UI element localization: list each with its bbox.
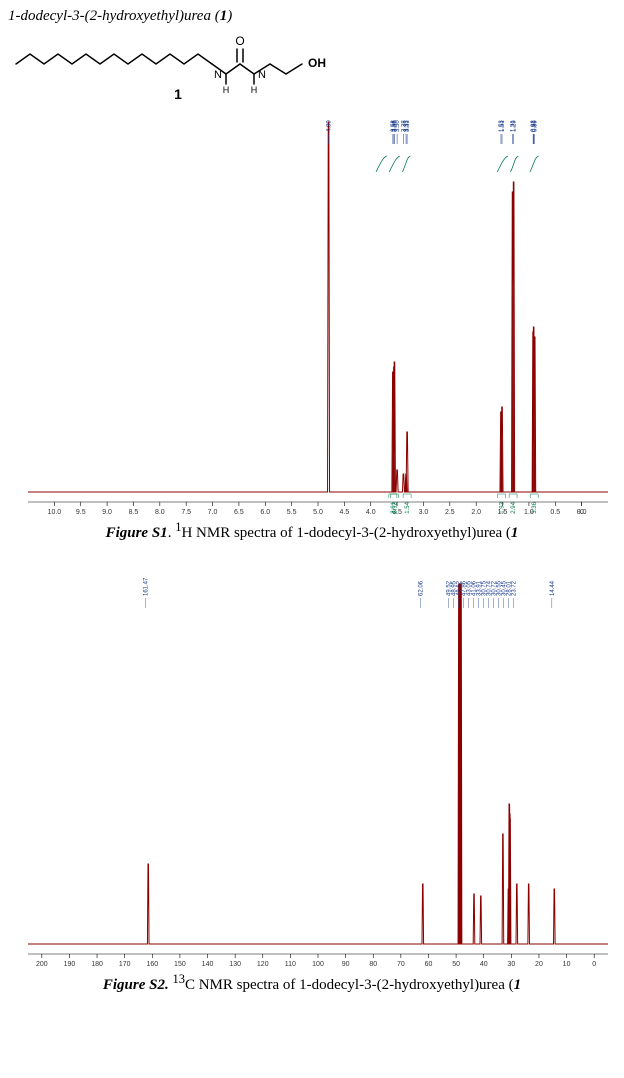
- svg-text:0.89: 0.89: [533, 120, 539, 132]
- structure-svg: O N N H H OH 1: [8, 29, 348, 99]
- svg-text:3.36: 3.36: [532, 501, 538, 513]
- svg-text:4.5: 4.5: [339, 509, 349, 514]
- svg-text:50: 50: [452, 961, 460, 966]
- svg-text:160: 160: [146, 961, 158, 966]
- svg-text:150: 150: [174, 961, 186, 966]
- svg-text:9.5: 9.5: [76, 509, 86, 514]
- fig-s2-svg: 2001901801701601501401301201101009080706…: [8, 556, 616, 966]
- svg-text:1.29: 1.29: [512, 120, 518, 132]
- svg-text:22.94: 22.94: [511, 501, 517, 514]
- fig-s2-caption-super: 13: [172, 972, 185, 986]
- svg-text:10: 10: [563, 961, 571, 966]
- fig-s2-caption-tail: 1: [514, 977, 522, 993]
- svg-text:70: 70: [397, 961, 405, 966]
- svg-text:23.72: 23.72: [512, 580, 518, 596]
- svg-text:9.0: 9.0: [102, 509, 112, 514]
- compound-title: 1-dodecyl-3-(2-hydroxyethyl)urea (1): [8, 8, 616, 25]
- svg-text:30: 30: [507, 961, 515, 966]
- atom-H2: H: [251, 85, 258, 95]
- svg-text:4.0: 4.0: [366, 509, 376, 514]
- fig-s1-svg: 10.0 9.5 9.0 8.5 8.0 7.5 7.0 6.5 6.0 5.5 5.0 4.5 4.0…: [8, 104, 616, 514]
- fig-s1-caption-body: H NMR spectra of 1-dodecyl-3-(2-hydroxye…: [181, 525, 510, 541]
- svg-text:140: 140: [202, 961, 214, 966]
- svg-text:130: 130: [229, 961, 241, 966]
- svg-text:0.5: 0.5: [550, 509, 560, 514]
- svg-text:3.0: 3.0: [419, 509, 429, 514]
- svg-text:7.0: 7.0: [208, 509, 218, 514]
- svg-text:90: 90: [342, 961, 350, 966]
- fig-s1-box: 10.0 9.5 9.0 8.5 8.0 7.5 7.0 6.5 6.0 5.5 5.0 4.5 4.0…: [8, 104, 616, 514]
- fig-s2-caption-body: C NMR spectra of 1-dodecyl-3-(2-hydroxye…: [185, 977, 514, 993]
- svg-text:-0.: -0.: [578, 509, 586, 514]
- svg-text:1.93: 1.93: [499, 501, 505, 513]
- svg-text:10.0: 10.0: [48, 509, 62, 514]
- fig-s1-caption-tail: 1: [511, 525, 519, 541]
- svg-text:2.12: 2.12: [392, 501, 398, 513]
- svg-text:1.54: 1.54: [405, 501, 411, 513]
- atom-OH: OH: [308, 56, 326, 70]
- svg-text:6.5: 6.5: [234, 509, 244, 514]
- svg-text:5.0: 5.0: [313, 509, 323, 514]
- svg-text:20: 20: [535, 961, 543, 966]
- atom-N1: N: [214, 69, 222, 81]
- svg-text:62.06: 62.06: [418, 580, 424, 596]
- svg-text:14.44: 14.44: [550, 580, 556, 596]
- svg-text:1.51: 1.51: [500, 120, 506, 132]
- svg-text:190: 190: [64, 961, 76, 966]
- svg-text:161.47: 161.47: [144, 577, 150, 596]
- svg-text:6.0: 6.0: [260, 509, 270, 514]
- svg-text:120: 120: [257, 961, 269, 966]
- atom-N2: N: [258, 69, 266, 81]
- compound-name: 1-dodecyl-3-(2-hydroxyethyl)urea: [8, 8, 211, 24]
- svg-text:60: 60: [425, 961, 433, 966]
- svg-text:180: 180: [91, 961, 103, 966]
- svg-text:170: 170: [119, 961, 131, 966]
- structure-label: 1: [174, 86, 182, 99]
- svg-text:100: 100: [312, 961, 324, 966]
- fig-s2-caption: Figure S2. 13C NMR spectra of 1-dodecyl-…: [8, 972, 616, 994]
- fig-s1-caption: Figure S1. 1H NMR spectra of 1-dodecyl-3…: [8, 520, 616, 542]
- svg-text:3.50: 3.50: [395, 120, 401, 132]
- fig-s2-box: 2001901801701601501401301201101009080706…: [8, 556, 616, 966]
- svg-text:8.0: 8.0: [155, 509, 165, 514]
- atom-O: O: [235, 34, 244, 48]
- svg-text:80: 80: [369, 961, 377, 966]
- fig-s1-caption-prefix: Figure S1: [106, 525, 168, 541]
- svg-text:7.5: 7.5: [181, 509, 191, 514]
- svg-text:110: 110: [285, 961, 296, 966]
- compound-number: 1: [220, 8, 228, 24]
- fig-s2-caption-prefix: Figure S2.: [103, 977, 169, 993]
- svg-text:3.31: 3.31: [405, 120, 411, 132]
- svg-text:0: 0: [592, 961, 596, 966]
- svg-text:200: 200: [36, 961, 48, 966]
- svg-text:5.5: 5.5: [287, 509, 297, 514]
- svg-text:40: 40: [480, 961, 488, 966]
- svg-text:8.5: 8.5: [129, 509, 139, 514]
- svg-text:2.0: 2.0: [471, 509, 481, 514]
- svg-text:4.80: 4.80: [327, 120, 333, 132]
- svg-text:2.5: 2.5: [445, 509, 455, 514]
- atom-H1: H: [223, 85, 230, 95]
